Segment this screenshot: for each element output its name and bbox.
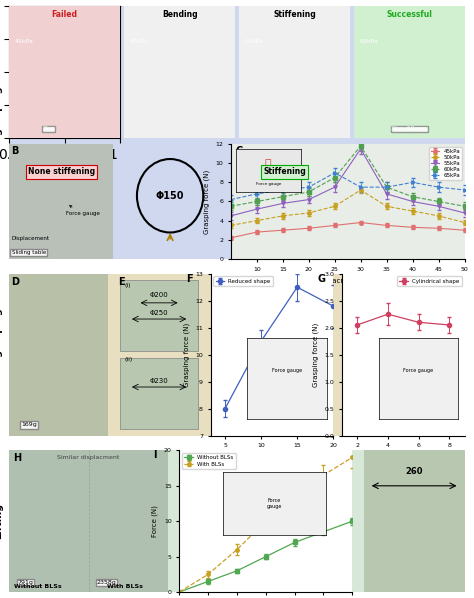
Text: B: B [11,147,19,157]
Text: D: D [11,277,19,287]
Text: Stiffening: Stiffening [263,167,306,176]
Text: (ii): (ii) [125,357,133,362]
Text: None stiffening: None stiffening [28,167,95,176]
X-axis label: Displacment (mm): Displacment (mm) [371,454,436,460]
Text: 791g: 791g [18,580,33,585]
Text: C: C [236,147,243,157]
Text: Failed: Failed [52,10,78,19]
Text: Force gauge: Force gauge [66,206,100,216]
Y-axis label: Grasping force (N): Grasping force (N) [312,322,319,387]
Text: Sliding table: Sliding table [11,250,46,255]
Y-axis label: Grasping force (N): Grasping force (N) [203,169,210,234]
Text: 63kPa: 63kPa [360,39,378,44]
Y-axis label: Force (N): Force (N) [152,505,158,537]
Text: 2kg  60mm: 2kg 60mm [392,126,427,132]
Text: Similar displacment: Similar displacment [57,454,120,460]
Text: E: E [118,277,125,287]
Bar [120,358,198,429]
Text: 2358g: 2358g [97,580,116,585]
Text: Stiffening: Stiffening [273,10,316,19]
Text: Inverse grasping: Inverse grasping [0,308,3,401]
Legend: Cylindrical shape: Cylindrical shape [397,276,462,286]
Text: 45kPa: 45kPa [15,39,34,44]
Text: 45kPa: 45kPa [130,39,149,44]
Text: Displacement: Displacement [11,236,50,241]
Bar [120,280,198,352]
Text: 2kg: 2kg [43,126,55,132]
Text: Bending: Bending [162,10,197,19]
Text: G: G [317,274,325,283]
Text: Lifting: Lifting [0,503,3,539]
Legend: Without BLSs, With BLSs: Without BLSs, With BLSs [182,453,236,469]
Text: 169g: 169g [21,422,37,428]
Text: Φ250: Φ250 [150,310,168,316]
Text: (i): (i) [125,283,131,288]
Text: Φ230: Φ230 [150,378,168,384]
Y-axis label: Grasping force (N): Grasping force (N) [183,322,190,387]
Text: Successful: Successful [386,10,432,19]
Text: Φ150: Φ150 [156,191,184,201]
Text: Φ200: Φ200 [150,292,168,298]
Legend: 45kPa, 50kPa, 55kPa, 60kPa, 65kPa: 45kPa, 50kPa, 55kPa, 60kPa, 65kPa [429,147,462,179]
X-axis label: Displacment (mm): Displacment (mm) [239,454,304,460]
Text: Normal grasping: Normal grasping [0,87,3,178]
Text: With BLSs: With BLSs [107,584,143,589]
Legend: Reduced shape: Reduced shape [213,276,273,286]
Text: Without BLSs: Without BLSs [14,584,62,589]
Text: 260: 260 [405,467,423,476]
Text: H: H [13,453,21,463]
X-axis label: Displacment (mm): Displacment (mm) [315,277,380,283]
Text: I: I [154,450,157,460]
Text: 63kPa: 63kPa [245,39,264,44]
Text: F: F [186,274,193,283]
